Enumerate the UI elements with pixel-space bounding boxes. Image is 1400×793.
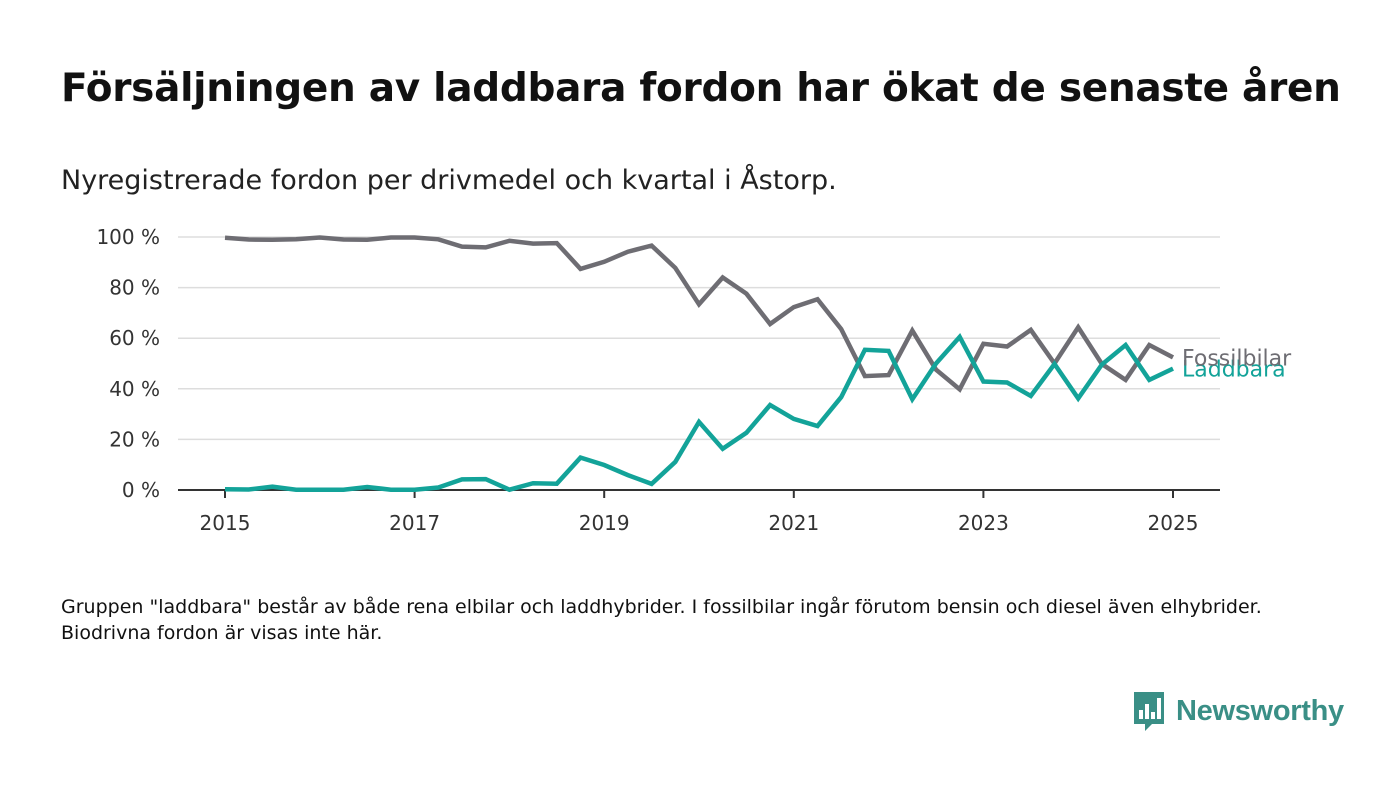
series-line-laddbara bbox=[224, 332, 1174, 493]
y-tick-label: 0 % bbox=[122, 478, 160, 502]
grid-lines bbox=[178, 236, 1220, 441]
series-label-fossilbilar: Fossilbilar bbox=[1182, 346, 1292, 371]
y-tick-label: 60 % bbox=[109, 326, 160, 350]
chart-title: Försäljningen av laddbara fordon har öka… bbox=[61, 66, 1341, 111]
y-tick-label: 20 % bbox=[109, 427, 160, 451]
x-tick-label: 2023 bbox=[958, 511, 1009, 535]
chart-subtitle: Nyregistrerade fordon per drivmedel och … bbox=[61, 165, 837, 196]
x-tick-label: 2019 bbox=[579, 511, 630, 535]
x-axis: 2015 2017 2019 2021 2023 2025 bbox=[178, 489, 1220, 535]
series-lines bbox=[224, 235, 1175, 493]
brand-name: Newsworthy bbox=[1176, 694, 1344, 727]
footnote: Gruppen "laddbara" består av både rena e… bbox=[61, 596, 1262, 644]
y-tick-label: 100 % bbox=[96, 225, 160, 249]
y-axis-ticks: 0 % 20 % 40 % 60 % 80 % 100 % bbox=[96, 225, 160, 502]
x-tick-label: 2017 bbox=[389, 511, 440, 535]
bar-chart-speech-bubble-icon bbox=[1134, 692, 1164, 731]
newsworthy-logo[interactable]: Newsworthy bbox=[1132, 690, 1344, 732]
x-tick-label: 2025 bbox=[1148, 511, 1199, 535]
series-label-laddbara: Laddbara bbox=[1182, 358, 1286, 383]
x-tick-label: 2021 bbox=[768, 511, 819, 535]
y-tick-label: 80 % bbox=[109, 276, 160, 300]
x-tick-label: 2015 bbox=[200, 511, 251, 535]
series-line-fossilbilar bbox=[224, 235, 1175, 393]
y-tick-label: 40 % bbox=[109, 377, 160, 401]
